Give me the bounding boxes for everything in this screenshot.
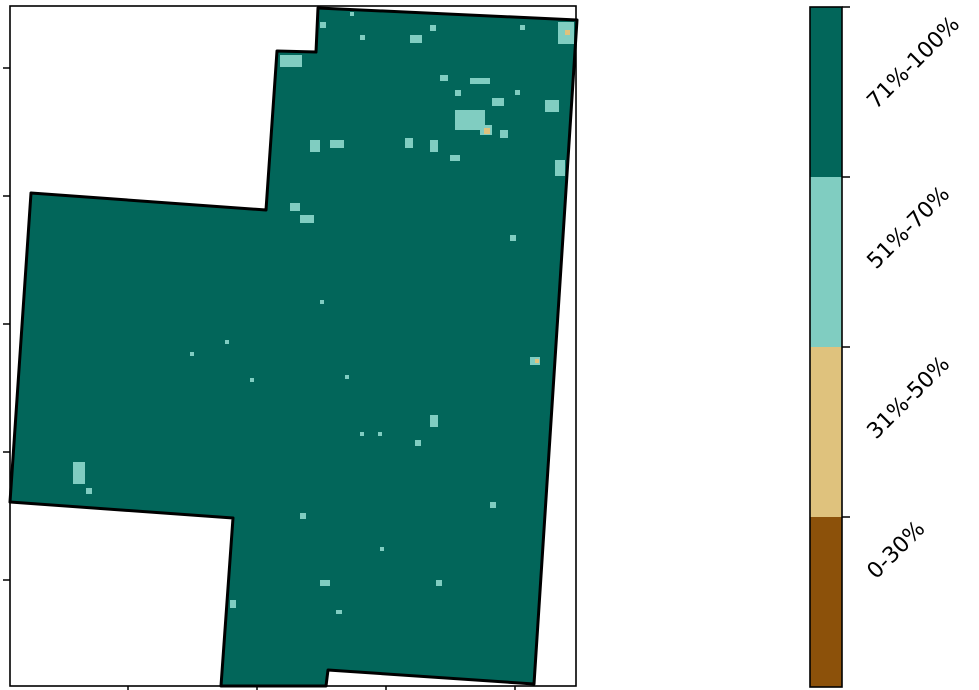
legend-label-31-50: 31%-50% <box>863 352 955 444</box>
speckle-patch <box>300 513 306 519</box>
speckle-patch <box>360 432 364 436</box>
speckle-patch <box>470 78 490 84</box>
legend-label-71-100: 71%-100% <box>863 12 965 114</box>
speckle-patch <box>345 375 349 379</box>
speckle-patch <box>500 130 508 138</box>
legend-label-51-70: 51%-70% <box>863 182 955 274</box>
speckle-patch <box>535 359 539 363</box>
speckle-patch <box>455 90 461 96</box>
speckle-patch <box>190 352 194 356</box>
speckle-patch <box>320 580 330 586</box>
speckle-patch <box>230 600 236 608</box>
speckle-patch <box>320 300 324 304</box>
speckle-patch <box>545 100 559 112</box>
speckle-patch <box>405 138 413 148</box>
map-axes <box>3 5 579 690</box>
speckle-patch <box>280 55 302 67</box>
speckle-patch <box>520 25 525 30</box>
speckle-patch <box>490 502 496 508</box>
speckle-patch <box>225 340 229 344</box>
speckle-patch <box>250 378 254 382</box>
speckle-patch <box>455 110 485 130</box>
speckle-patch <box>450 155 460 161</box>
legend-swatch-71-100 <box>810 7 842 177</box>
speckle-patch <box>336 610 342 614</box>
speckle-patch <box>86 488 92 494</box>
study-area-region <box>8 6 579 688</box>
speckle-patches <box>73 12 574 614</box>
speckle-patch <box>492 98 504 106</box>
speckle-patch <box>565 30 570 35</box>
legend-swatch-0-30 <box>810 517 842 687</box>
speckle-patch <box>515 90 520 95</box>
speckle-patch <box>436 580 442 586</box>
speckle-patch <box>380 547 384 551</box>
speckle-patch <box>360 35 365 40</box>
speckle-patch <box>378 432 382 436</box>
legend-swatch-31-50 <box>810 347 842 517</box>
speckle-patch <box>350 12 354 16</box>
speckle-patch <box>430 415 438 427</box>
speckle-patch <box>290 203 300 211</box>
legend-swatch-51-70 <box>810 177 842 347</box>
speckle-patch <box>320 22 326 28</box>
speckle-patch <box>555 160 565 176</box>
speckle-patch <box>330 140 344 148</box>
speckle-patch <box>440 75 448 81</box>
speckle-patch <box>410 35 422 43</box>
speckle-patch <box>510 235 516 241</box>
speckle-patch <box>73 462 85 484</box>
speckle-patch <box>300 215 314 223</box>
speckle-patch <box>415 440 421 446</box>
legend-colorbar: 0-30% 31%-50% 51%-70% 71%-100% <box>809 6 965 688</box>
legend-label-0-30: 0-30% <box>863 516 931 584</box>
speckle-patch <box>430 25 436 31</box>
speckle-patch <box>484 128 490 134</box>
speckle-patch <box>310 140 320 152</box>
speckle-patch <box>430 140 438 152</box>
